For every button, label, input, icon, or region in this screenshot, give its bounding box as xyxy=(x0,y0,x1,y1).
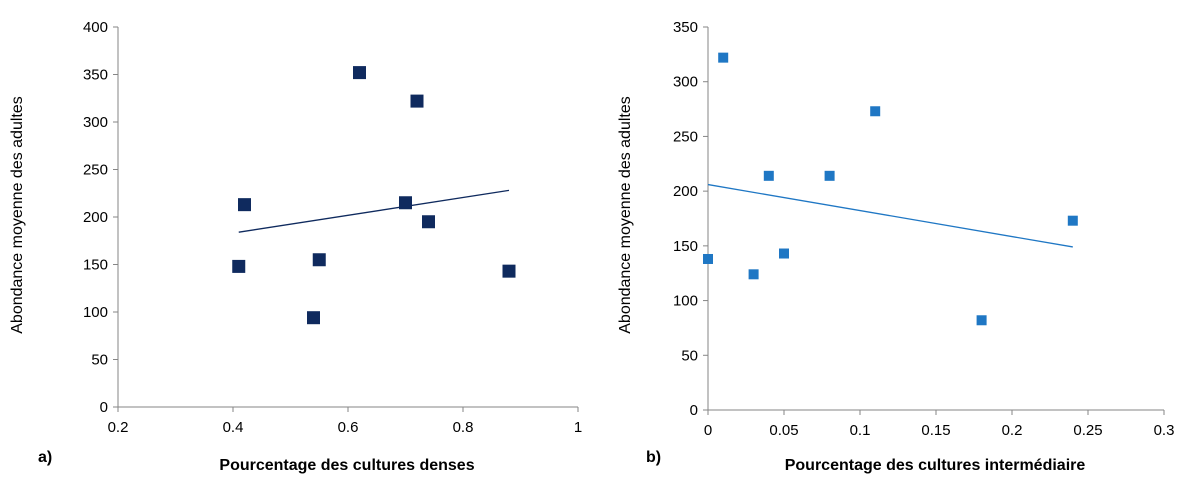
panel-b-data-point xyxy=(779,248,789,259)
panel-a-y-tick-label: 100 xyxy=(83,304,108,321)
panel-b-data-point xyxy=(748,269,759,280)
panel-b-x-tick-label: 0.1 xyxy=(850,422,871,439)
panel-a-data-point xyxy=(238,198,251,212)
panel-a-y-tick-label: 150 xyxy=(83,257,108,274)
panel-a-x-tick-label: 0.4 xyxy=(223,419,244,436)
panel-a-trendline xyxy=(238,189,510,233)
panel-a-data-point xyxy=(502,264,516,278)
panel-b-marks xyxy=(703,52,1078,326)
panel-a-y-tick-label: 350 xyxy=(83,67,108,84)
panel-b-y-tick-label: 250 xyxy=(673,128,698,145)
panel-b-y-tick-label: 350 xyxy=(673,19,698,36)
panel-b-x-tick-label: 0.25 xyxy=(1073,422,1102,439)
panel-b-data-point xyxy=(718,52,729,63)
panel-b-y-tick-label: 100 xyxy=(673,293,698,310)
panel-a-data-point xyxy=(307,311,320,325)
panel-a-x-axis-label: Pourcentage des cultures denses xyxy=(219,457,474,474)
panel-a-x-tick-label: 1 xyxy=(574,419,582,436)
panel-b-data-point xyxy=(870,106,881,117)
panel-a-marks xyxy=(232,66,516,325)
panel-b-data-point xyxy=(1067,215,1078,226)
panel-a-data-point xyxy=(232,259,246,273)
panel-b-ticks: 0 50 100 150 200 250 300 350 0 0.05 0.1 0.15 0.2 0.25… xyxy=(673,19,1174,439)
panel-b-y-tick-label: 200 xyxy=(673,183,698,200)
panel-b-x-tick-label: 0 xyxy=(704,422,712,439)
panel-a-x-tick-label: 0.2 xyxy=(108,419,129,436)
panel-b-data-point xyxy=(976,315,987,326)
panel-b-x-tick-label: 0.3 xyxy=(1154,422,1175,439)
panel-b-data-point xyxy=(703,253,713,264)
panel-a-data-point xyxy=(399,196,412,210)
panel-b-x-axis-label: Pourcentage des cultures intermédiaire xyxy=(785,457,1086,474)
panel-a-data-point xyxy=(353,66,366,80)
panel-a-y-tick-label: 50 xyxy=(91,352,108,369)
panel-a: 0 50 100 150 200 250 300 350 400 0.2 0.4 0.6 0.8 1 Ab… xyxy=(9,19,582,474)
panel-a-data-point xyxy=(422,215,435,229)
panel-b-trendline xyxy=(707,183,1073,248)
panel-a-x-tick-label: 0.8 xyxy=(453,419,474,436)
panel-b-data-point xyxy=(763,170,774,181)
panel-b: 0 50 100 150 200 250 300 350 0 0.05 0.1 0.15 0.2 0.25… xyxy=(617,19,1174,474)
panel-a-y-tick-label: 200 xyxy=(83,209,108,226)
panel-b-axes xyxy=(707,27,1164,411)
panel-a-y-tick-label: 300 xyxy=(83,114,108,131)
panel-b-data-point xyxy=(824,170,835,181)
panel-a-y-tick-label: 250 xyxy=(83,162,108,179)
panel-b-label: b) xyxy=(646,449,661,466)
panel-b-y-axis-label: Abondance moyenne des adultes xyxy=(617,96,634,334)
panel-b-x-tick-label: 0.15 xyxy=(921,422,950,439)
panel-a-axes xyxy=(117,27,578,408)
panel-a-x-tick-label: 0.6 xyxy=(338,419,359,436)
panel-a-label: a) xyxy=(38,449,52,466)
panel-b-y-tick-label: 50 xyxy=(681,347,698,364)
panel-a-y-tick-label: 0 xyxy=(100,399,108,416)
panel-b-y-tick-label: 0 xyxy=(690,402,698,419)
panel-b-x-tick-label: 0.2 xyxy=(1002,422,1023,439)
panel-b-x-tick-label: 0.05 xyxy=(769,422,798,439)
panel-a-y-axis-label: Abondance moyenne des adultes xyxy=(9,96,26,334)
panel-b-y-tick-label: 300 xyxy=(673,74,698,91)
panel-a-y-tick-label: 400 xyxy=(83,19,108,36)
panel-b-y-tick-label: 150 xyxy=(673,238,698,255)
panel-a-data-point xyxy=(410,94,424,108)
panel-a-ticks: 0 50 100 150 200 250 300 350 400 0.2 0.4 0.6 0.8 1 xyxy=(83,19,582,436)
panel-a-data-point xyxy=(312,253,326,267)
